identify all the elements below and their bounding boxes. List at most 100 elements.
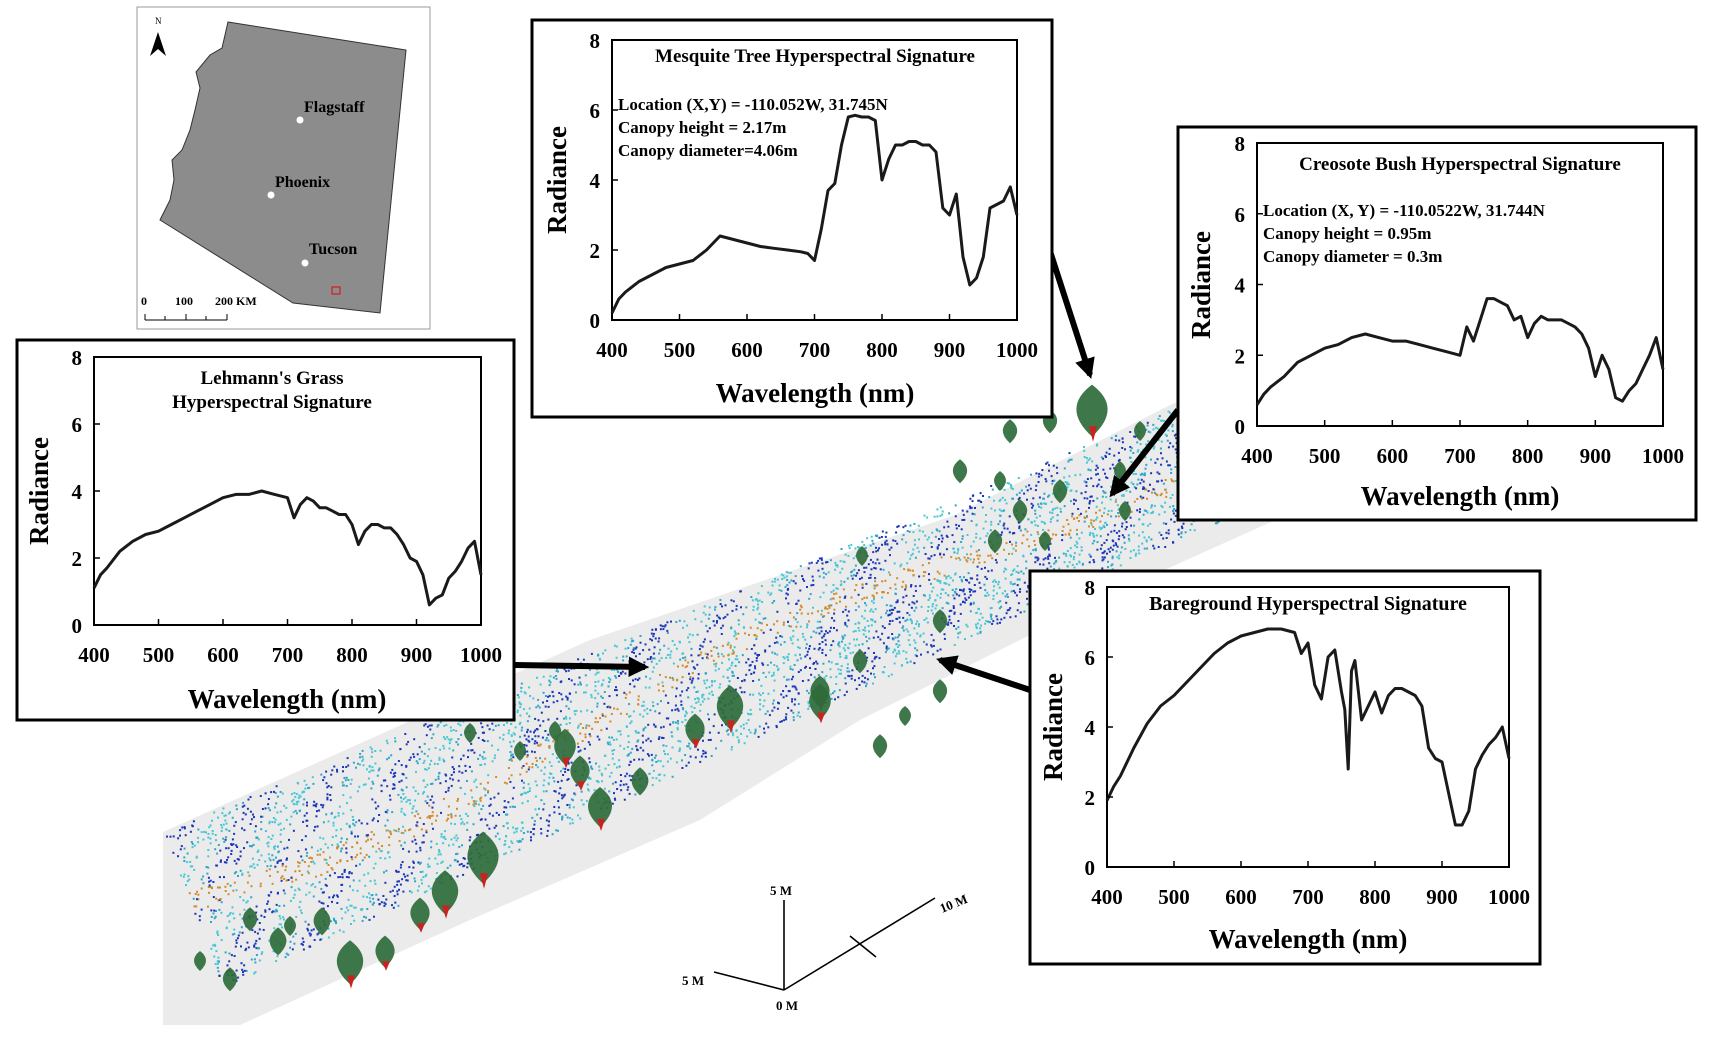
x-tick-label: 500	[1158, 885, 1190, 909]
z-axis-label: 5 M	[770, 883, 792, 898]
y-tick-label: 2	[1235, 344, 1246, 368]
x-tick-label: 1000	[1488, 885, 1530, 909]
x-tick-label: 900	[934, 338, 966, 362]
spectrum-line	[92, 489, 483, 607]
city-label-flagstaff: Flagstaff	[304, 99, 365, 116]
city-dot-tucson	[301, 259, 309, 267]
x-tick-label: 1000	[460, 643, 502, 667]
x-tick-label: 900	[1426, 885, 1458, 909]
y-axis-title: Radiance	[1038, 673, 1068, 781]
north-label: N	[155, 16, 162, 26]
chart-bareground: 400 500 600 700 800 900 1000 0 2 4 6 8 Bareground H…	[1028, 569, 1542, 966]
y-tick-label: 4	[72, 480, 83, 504]
y-tick-label: 4	[1235, 274, 1246, 298]
x-axis-title: Wavelength (nm)	[1209, 924, 1408, 954]
spectrum-line	[1255, 297, 1665, 406]
origin-label: 0 M	[776, 998, 798, 1013]
scale-label-100: 100	[175, 294, 193, 308]
study-site-marker	[331, 286, 341, 295]
y-tick-label: 8	[1235, 132, 1246, 156]
x-tick-label: 400	[596, 338, 628, 362]
y-axis	[713, 971, 785, 991]
scale-label-0: 0	[141, 294, 147, 308]
chart-lehmanns-grass: 400 500 600 700 800 900 1000 0 2 4 6 8 Lehmann's Gr…	[15, 338, 516, 722]
arrow-mesquite	[1045, 244, 1095, 379]
x-tick-label: 800	[866, 338, 898, 362]
arrow-lehmanns	[514, 656, 650, 677]
x-axis-tick	[849, 935, 877, 958]
x-axis-title: Wavelength (nm)	[716, 378, 915, 408]
chart-title: Mesquite Tree Hyperspectral Signature	[655, 46, 975, 67]
y-tick-label: 6	[1085, 646, 1096, 670]
annotation-canopy-height: Canopy height = 0.95m	[1263, 224, 1431, 243]
x-tick-label: 400	[1241, 444, 1273, 468]
city-label-tucson: Tucson	[309, 241, 357, 258]
scale-label-200: 200 KM	[215, 294, 257, 308]
y-tick-label: 0	[1235, 415, 1246, 439]
x-tick-label: 500	[664, 338, 696, 362]
north-arrow-icon	[150, 32, 166, 56]
x-tick-label: 500	[1309, 444, 1341, 468]
arrow-bareground	[936, 655, 1031, 693]
arrow-creosote	[1109, 408, 1181, 498]
y-tick-label: 8	[72, 346, 83, 370]
chart-title-line-1: Lehmann's Grass	[200, 368, 343, 389]
x-tick-label: 600	[731, 338, 763, 362]
annotation-canopy-height: Canopy height = 2.17m	[618, 118, 786, 137]
y-tick-label: 2	[1085, 786, 1096, 810]
y-tick-label: 6	[590, 99, 601, 123]
spectrum-line	[1105, 627, 1511, 827]
plot-area	[1106, 586, 1510, 868]
scale-bar	[144, 314, 228, 321]
y-tick-label: 6	[72, 413, 83, 437]
y-tick-label: 4	[590, 169, 601, 193]
plot-area	[93, 356, 482, 626]
x-tick-label: 600	[1225, 885, 1257, 909]
annotation-canopy-diameter: Canopy diameter = 0.3m	[1263, 247, 1442, 266]
x-tick-label: 700	[799, 338, 831, 362]
pointer-arrows	[514, 244, 1181, 693]
annotation-canopy-diameter: Canopy diameter=4.06m	[618, 141, 798, 160]
x-tick-label: 800	[1512, 444, 1544, 468]
vegetation-canopies	[194, 384, 1146, 992]
chart-mesquite: 400 500 600 700 800 900 1000 0 2 4 6 8 Mesquite Tre…	[530, 18, 1054, 419]
y-tick-label: 2	[590, 239, 601, 263]
y-axis-label: 5 M	[682, 973, 704, 988]
plot-area	[611, 39, 1018, 321]
y-tick-label: 8	[1085, 576, 1096, 600]
y-axis-title: Radiance	[24, 437, 54, 545]
x-tick-label: 700	[1444, 444, 1476, 468]
plot-area	[1256, 142, 1664, 427]
annotation-location: Location (X,Y) = -110.052W, 31.745N	[618, 95, 888, 114]
x-tick-label: 400	[1091, 885, 1123, 909]
x-tick-label: 600	[207, 643, 239, 667]
y-axis-title: Radiance	[542, 126, 572, 234]
y-tick-label: 8	[590, 29, 601, 53]
y-tick-label: 0	[1085, 856, 1096, 880]
x-tick-label: 800	[1359, 885, 1391, 909]
y-axis-title: Radiance	[1186, 231, 1216, 339]
chart-title-line-2: Hyperspectral Signature	[172, 392, 372, 413]
y-tick-label: 0	[72, 614, 83, 638]
x-axis-title: Wavelength (nm)	[188, 684, 387, 714]
x-axis-label: 10 M	[938, 891, 970, 916]
x-tick-label: 500	[143, 643, 175, 667]
city-dot-flagstaff	[296, 116, 304, 124]
x-tick-label: 900	[401, 643, 433, 667]
y-tick-label: 6	[1235, 203, 1246, 227]
x-tick-label: 1000	[1642, 444, 1684, 468]
arizona-shape	[159, 21, 407, 314]
x-axis-title: Wavelength (nm)	[1361, 481, 1560, 511]
y-tick-label: 0	[590, 309, 601, 333]
annotation-location: Location (X, Y) = -110.0522W, 31.744N	[1263, 201, 1546, 220]
spectrum-line	[610, 113, 1019, 314]
y-tick-label: 4	[1085, 716, 1096, 740]
x-tick-label: 400	[78, 643, 110, 667]
x-tick-label: 600	[1377, 444, 1409, 468]
chart-creosote: 400 500 600 700 800 900 1000 0 2 4 6 8 Creosote Bus…	[1176, 125, 1698, 522]
city-label-phoenix: Phoenix	[275, 174, 330, 191]
chart-title: Creosote Bush Hyperspectral Signature	[1299, 154, 1621, 175]
x-tick-label: 800	[336, 643, 368, 667]
chart-title: Bareground Hyperspectral Signature	[1149, 593, 1467, 615]
